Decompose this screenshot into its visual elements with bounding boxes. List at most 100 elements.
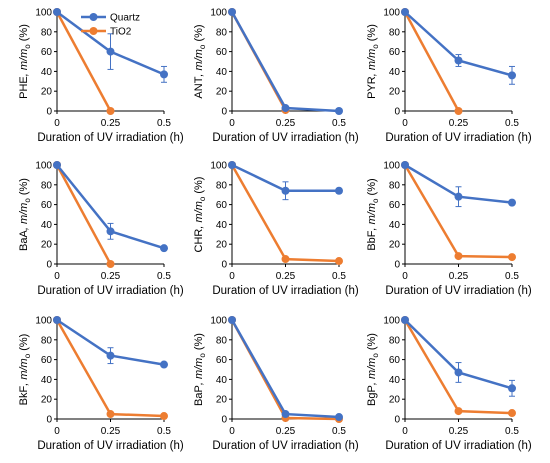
legend-quartz-swatch-marker xyxy=(89,13,98,21)
data-point-quartz xyxy=(401,8,409,16)
data-point-quartz xyxy=(454,56,463,65)
data-point-quartz xyxy=(454,368,463,377)
data-point-quartz xyxy=(160,360,168,369)
data-point-quartz xyxy=(401,161,409,169)
x-tick-label: 0 xyxy=(402,118,408,129)
y-tick-label: 40 xyxy=(389,220,401,231)
legend-tio2-swatch-marker xyxy=(89,27,98,35)
y-tick-label: 80 xyxy=(41,27,53,38)
data-point-quartz xyxy=(281,186,290,195)
x-tick-label: 0.5 xyxy=(332,118,346,129)
y-tick-label: 60 xyxy=(389,200,401,211)
chart-panel-pyr: 0 20 40 60 80 100 0 0.25 0.5 Duration of UV irrad… xyxy=(366,8,532,145)
data-point-quartz xyxy=(335,107,343,115)
x-tick-label: 0.25 xyxy=(276,426,296,437)
y-tick-label: 60 xyxy=(41,47,53,58)
data-point-quartz xyxy=(106,227,115,236)
x-tick-label: 0.5 xyxy=(505,118,519,129)
y-tick-label: 0 xyxy=(394,415,400,426)
series-line-quartz xyxy=(230,11,340,113)
y-tick-label: 100 xyxy=(383,161,400,172)
y-tick-label: 40 xyxy=(216,67,228,78)
x-tick-label: 0.5 xyxy=(157,271,171,282)
chart-panel-bgp: 0 20 40 60 80 100 0 0.25 0.5 Duration of UV irrad… xyxy=(366,316,532,453)
y-tick-label: 80 xyxy=(41,335,53,346)
y-tick-label: 80 xyxy=(41,180,53,191)
data-point-quartz xyxy=(106,47,115,56)
y-tick-label: 100 xyxy=(210,316,227,327)
data-point-tio2 xyxy=(454,107,463,115)
y-tick-label: 40 xyxy=(41,375,53,386)
y-axis-label: BkF, m/mo (%) xyxy=(18,334,32,406)
data-point-quartz xyxy=(281,410,290,419)
x-tick-label: 0.5 xyxy=(332,426,346,437)
y-tick-label: 100 xyxy=(35,161,52,172)
x-tick-label: 0 xyxy=(402,426,408,437)
y-tick-label: 80 xyxy=(216,27,228,38)
y-tick-label: 40 xyxy=(41,67,53,78)
y-tick-label: 0 xyxy=(221,107,227,118)
y-tick-label: 20 xyxy=(41,87,53,98)
series-line-tio2 xyxy=(403,164,513,259)
x-tick-label: 0 xyxy=(54,118,60,129)
x-tick-label: 0.25 xyxy=(101,118,121,129)
data-point-quartz xyxy=(160,244,168,253)
y-tick-label: 80 xyxy=(389,180,401,191)
x-axis-label: Duration of UV irradiation (h) xyxy=(385,440,532,452)
chart-panel-ant: 0 20 40 60 80 100 0 0.25 0.5 Duration of UV irrad… xyxy=(193,8,359,145)
y-axis-label: BbF, m/mo (%) xyxy=(366,178,380,250)
data-point-quartz xyxy=(53,161,61,169)
y-tick-label: 40 xyxy=(216,220,228,231)
data-point-tio2 xyxy=(106,107,115,115)
y-tick-label: 80 xyxy=(389,27,401,38)
data-point-quartz xyxy=(401,316,409,324)
y-tick-label: 100 xyxy=(210,8,227,19)
y-tick-label: 100 xyxy=(383,316,400,327)
x-tick-label: 0.25 xyxy=(449,271,469,282)
y-tick-label: 100 xyxy=(383,8,400,19)
chart-panel-bbf: 0 20 40 60 80 100 0 0.25 0.5 Duration of UV irrad… xyxy=(366,161,532,298)
x-tick-label: 0.25 xyxy=(101,271,121,282)
data-point-quartz xyxy=(281,104,290,113)
data-point-quartz xyxy=(53,8,61,16)
x-tick-label: 0.25 xyxy=(101,426,121,437)
y-tick-label: 60 xyxy=(216,200,228,211)
x-tick-label: 0.5 xyxy=(505,426,519,437)
y-axis-label: PYR, m/mo (%) xyxy=(366,24,380,99)
y-tick-label: 40 xyxy=(216,375,228,386)
legend: Quartz TiO2 xyxy=(81,13,140,38)
chart-panel-baa: 0 20 40 60 80 100 0 0.25 0.5 Duration of UV irrad… xyxy=(18,161,184,298)
x-tick-label: 0.5 xyxy=(332,271,346,282)
x-axis-label: Duration of UV irradiation (h) xyxy=(212,285,359,297)
data-point-tio2 xyxy=(281,255,290,264)
y-tick-label: 40 xyxy=(41,220,53,231)
y-axis-label: BaA, m/mo (%) xyxy=(18,178,32,251)
data-point-quartz xyxy=(228,8,236,16)
data-point-tio2 xyxy=(508,253,516,262)
x-axis-label: Duration of UV irradiation (h) xyxy=(37,285,184,297)
series-line-tio2 xyxy=(403,11,460,112)
y-tick-label: 0 xyxy=(394,107,400,118)
x-tick-label: 0.5 xyxy=(157,118,171,129)
legend-entry-tio2: TiO2 xyxy=(110,27,132,38)
y-tick-label: 20 xyxy=(216,87,228,98)
x-tick-label: 0 xyxy=(54,271,60,282)
y-tick-label: 0 xyxy=(221,415,227,426)
y-axis-label: BgP, m/mo (%) xyxy=(366,333,380,406)
y-tick-label: 60 xyxy=(216,47,228,58)
y-tick-label: 20 xyxy=(41,240,53,251)
data-point-quartz xyxy=(508,71,516,80)
data-point-tio2 xyxy=(454,252,463,261)
x-tick-label: 0 xyxy=(229,118,235,129)
data-point-tio2 xyxy=(454,407,463,416)
x-axis-label: Duration of UV irradiation (h) xyxy=(37,132,184,144)
series-line-quartz xyxy=(230,319,340,419)
y-axis-label: PHE, m/mo (%) xyxy=(18,24,32,99)
y-tick-label: 80 xyxy=(216,180,228,191)
data-point-quartz xyxy=(454,192,463,201)
data-point-quartz xyxy=(228,316,236,324)
y-tick-label: 80 xyxy=(216,335,228,346)
y-tick-label: 20 xyxy=(389,87,401,98)
y-tick-label: 40 xyxy=(389,67,401,78)
x-tick-label: 0 xyxy=(402,271,408,282)
